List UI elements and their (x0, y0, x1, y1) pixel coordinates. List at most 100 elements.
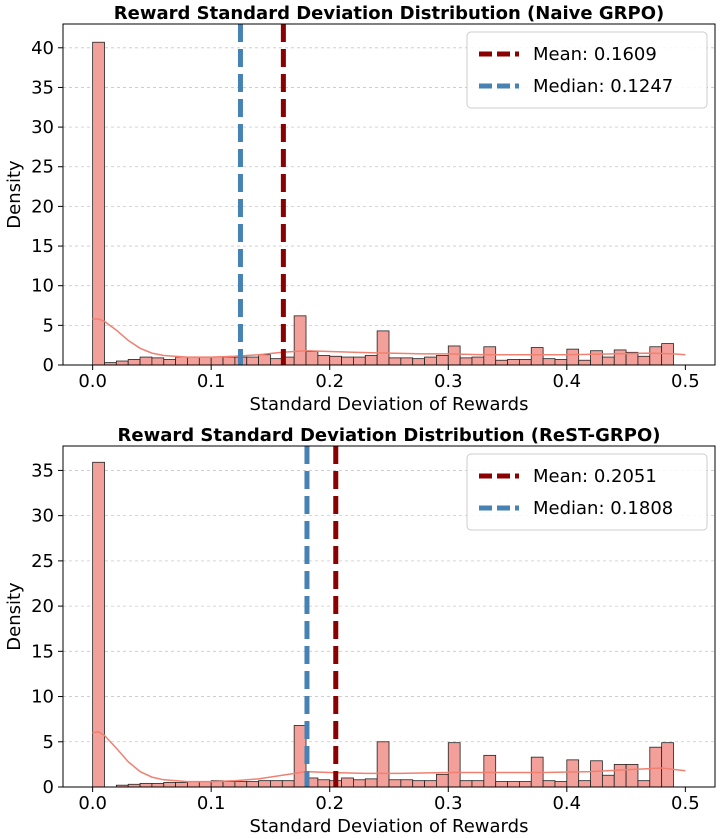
legend: Mean: 0.2051 Median: 0.1808 (466, 453, 708, 531)
x-tick-label: 0.3 (434, 371, 463, 392)
histogram-bar (222, 781, 236, 788)
histogram-bar (163, 782, 177, 788)
histogram-bar (293, 725, 307, 788)
histogram-bar (436, 773, 449, 788)
histogram-bar (151, 357, 165, 366)
histogram-bar (246, 356, 259, 366)
legend: Mean: 0.1609 Median: 0.1247 (466, 31, 708, 109)
histogram-bar (305, 351, 319, 366)
y-tick-label: 5 (43, 315, 54, 336)
y-tick-label: 35 (31, 460, 54, 481)
chart-title: Reward Standard Deviation Distribution (… (118, 425, 661, 446)
y-tick-label: 10 (31, 276, 54, 297)
histogram-bar (270, 358, 283, 366)
histogram-bar (115, 360, 129, 366)
x-axis-label: Standard Deviation of Rewards (250, 394, 529, 415)
histogram-bar (364, 355, 378, 366)
histogram-bar (471, 780, 485, 788)
histogram-bar (92, 41, 105, 366)
histogram-bar (542, 780, 556, 788)
legend-box (466, 453, 708, 531)
histogram-bar (447, 345, 461, 366)
histogram-bar (376, 330, 390, 366)
histogram-bar (412, 358, 425, 366)
histogram-bar (590, 350, 603, 366)
histogram-bar (139, 782, 153, 788)
legend-label: Mean: 0.1609 (533, 44, 657, 65)
histogram-bar (590, 760, 603, 788)
y-tick-label: 25 (31, 157, 54, 178)
x-tick-label: 0.4 (552, 793, 581, 814)
subplot-2: Reward Standard Deviation Distribution (… (4, 425, 716, 837)
histogram-bar (459, 357, 473, 366)
histogram-bar (424, 780, 437, 788)
y-tick-label: 20 (31, 596, 54, 617)
histogram-bar (293, 315, 307, 366)
y-tick-label: 25 (31, 551, 54, 572)
histogram-bar (507, 359, 520, 366)
chart-title: Reward Standard Deviation Distribution (… (114, 3, 664, 24)
y-tick-label: 40 (31, 38, 54, 59)
histogram-bar (601, 774, 615, 788)
y-tick-label: 15 (31, 236, 54, 257)
histogram-bar (187, 781, 200, 788)
histogram-bar (613, 349, 627, 366)
histogram-bar (578, 359, 591, 366)
x-axis-label: Standard Deviation of Rewards (250, 816, 529, 837)
histogram-bar (530, 347, 544, 366)
histogram-bar (459, 780, 473, 788)
histogram-bar (317, 779, 331, 788)
legend-box (466, 31, 708, 109)
histogram-bar (412, 780, 425, 788)
histogram-bar (566, 759, 580, 788)
histogram-bar (601, 356, 615, 366)
histogram-bar (139, 356, 153, 366)
x-tick-label: 0.3 (434, 793, 463, 814)
histogram-bar (542, 358, 556, 366)
y-tick-label: 5 (43, 732, 54, 753)
histogram-bar (578, 780, 591, 788)
histogram-bar (637, 355, 651, 366)
y-tick-label: 35 (31, 77, 54, 98)
y-tick-label: 0 (43, 777, 54, 798)
histogram-bar (281, 780, 295, 788)
y-tick-label: 30 (31, 117, 54, 138)
legend-label: Median: 0.1808 (533, 498, 673, 519)
histogram-bar (317, 355, 331, 366)
histogram-bar (127, 359, 141, 366)
histogram-bar (625, 763, 639, 788)
histogram-bar (637, 780, 651, 788)
histogram-bar (424, 356, 437, 366)
histogram-bar (341, 777, 354, 788)
plot-frame (62, 445, 716, 788)
histogram-bar (353, 356, 366, 366)
kde-curve (92, 318, 686, 358)
histogram-bar (175, 356, 188, 366)
histogram-bar (341, 356, 354, 366)
x-tick-label: 0.2 (315, 371, 344, 392)
x-tick-label: 0.5 (671, 793, 700, 814)
histogram-bar (258, 354, 271, 366)
x-tick-label: 0.5 (671, 371, 700, 392)
histogram-bar (483, 754, 497, 788)
histogram-bar (364, 778, 378, 788)
y-tick-label: 30 (31, 506, 54, 527)
histogram-bar (198, 781, 212, 788)
histogram-bar (175, 782, 188, 788)
histogram-bar (353, 779, 366, 788)
histogram-bar (554, 359, 568, 366)
y-tick-label: 15 (31, 641, 54, 662)
y-tick-label: 10 (31, 687, 54, 708)
x-tick-label: 0.1 (197, 371, 226, 392)
x-tick-label: 0.0 (78, 371, 107, 392)
plot-frame (62, 23, 716, 366)
legend-label: Median: 0.1247 (533, 76, 673, 97)
y-axis-label: Density (4, 160, 25, 229)
kde-curve (92, 731, 686, 783)
histogram-bar (376, 741, 390, 788)
histogram-bar (613, 763, 627, 788)
histogram-bar (258, 780, 271, 788)
histogram-bar (495, 781, 508, 788)
histogram-bar (447, 742, 461, 788)
histogram-bar (246, 781, 259, 788)
